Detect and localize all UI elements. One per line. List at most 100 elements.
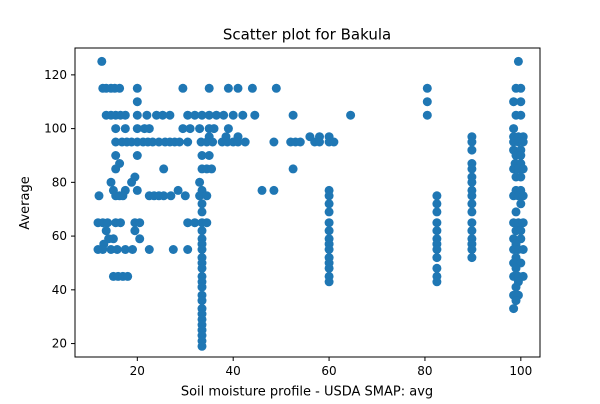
data-point <box>511 263 521 273</box>
data-point <box>467 199 477 209</box>
data-point <box>511 296 521 306</box>
x-tick-label: 40 <box>226 364 241 378</box>
data-point <box>120 245 130 254</box>
y-tick-label: 20 <box>52 337 67 351</box>
data-point <box>195 124 205 134</box>
data-point <box>120 124 130 134</box>
data-point <box>219 110 229 120</box>
data-point <box>197 207 207 217</box>
data-point <box>422 110 432 120</box>
data-point <box>111 151 121 160</box>
data-point <box>183 137 193 147</box>
data-point <box>120 110 130 120</box>
data-point <box>467 177 477 187</box>
data-point <box>183 245 193 254</box>
data-point <box>422 83 432 93</box>
data-point <box>159 191 169 201</box>
data-point <box>223 83 233 93</box>
data-point <box>185 124 195 134</box>
data-point <box>94 191 104 201</box>
data-point <box>97 56 107 66</box>
data-point <box>132 185 142 195</box>
data-point <box>132 97 142 107</box>
data-point <box>183 218 193 228</box>
y-axis-label: Average <box>18 176 33 229</box>
data-point <box>257 185 267 195</box>
data-point <box>238 110 248 120</box>
data-point <box>509 97 519 107</box>
data-point <box>144 245 154 254</box>
data-point <box>516 151 526 160</box>
data-point <box>324 226 334 236</box>
data-point <box>197 341 207 351</box>
data-point <box>132 110 142 120</box>
data-point <box>173 185 183 195</box>
data-point <box>233 83 243 93</box>
data-point <box>247 83 257 93</box>
data-point <box>324 207 334 217</box>
data-point <box>432 226 442 236</box>
data-point <box>197 245 207 254</box>
data-point <box>432 218 442 228</box>
data-point <box>295 137 305 147</box>
data-point <box>223 124 233 134</box>
data-point <box>516 199 526 209</box>
data-point <box>128 245 137 254</box>
x-tick-label: 20 <box>130 364 145 378</box>
data-point <box>324 263 334 273</box>
data-point <box>116 218 125 228</box>
data-point <box>511 207 521 217</box>
data-point <box>329 137 339 147</box>
data-point <box>346 110 356 120</box>
chart-title: Scatter plot for Bakula <box>223 26 391 44</box>
data-point <box>240 137 250 147</box>
data-point <box>178 124 188 134</box>
data-point <box>123 271 133 281</box>
data-point <box>190 218 200 228</box>
data-point <box>516 110 526 120</box>
data-point <box>432 277 442 287</box>
data-points <box>93 56 528 351</box>
data-point <box>432 207 442 217</box>
data-point <box>159 164 169 174</box>
data-point <box>518 218 528 228</box>
data-point <box>111 164 121 174</box>
plot-area-frame <box>74 47 541 358</box>
data-point <box>233 137 243 147</box>
data-point <box>101 226 111 236</box>
data-point <box>154 137 164 147</box>
data-point <box>324 277 334 287</box>
data-point <box>204 110 214 120</box>
data-point <box>207 164 217 174</box>
data-point <box>144 124 154 134</box>
data-point <box>178 83 188 93</box>
data-point <box>168 245 178 254</box>
data-point <box>467 137 477 147</box>
y-tick-label: 120 <box>44 68 67 82</box>
data-point <box>166 191 176 201</box>
x-tick-label: 80 <box>417 364 432 378</box>
x-tick-label: 100 <box>509 364 532 378</box>
data-point <box>197 199 207 209</box>
data-point <box>509 124 519 134</box>
data-point <box>118 191 128 201</box>
data-point <box>142 110 152 120</box>
data-point <box>132 151 142 160</box>
y-tick-label: 100 <box>44 122 67 136</box>
data-point <box>518 164 528 174</box>
x-axis-ticks: 20 40 60 80 100 <box>130 357 532 378</box>
data-point <box>432 191 442 201</box>
y-tick-label: 80 <box>52 175 67 189</box>
data-point <box>513 56 523 66</box>
data-point <box>130 226 140 236</box>
data-point <box>197 110 207 120</box>
data-point <box>211 110 221 120</box>
data-point <box>467 253 477 263</box>
data-point <box>195 191 205 201</box>
data-point <box>208 137 218 147</box>
data-point <box>250 110 260 120</box>
data-point <box>518 137 528 147</box>
data-point <box>228 110 238 120</box>
